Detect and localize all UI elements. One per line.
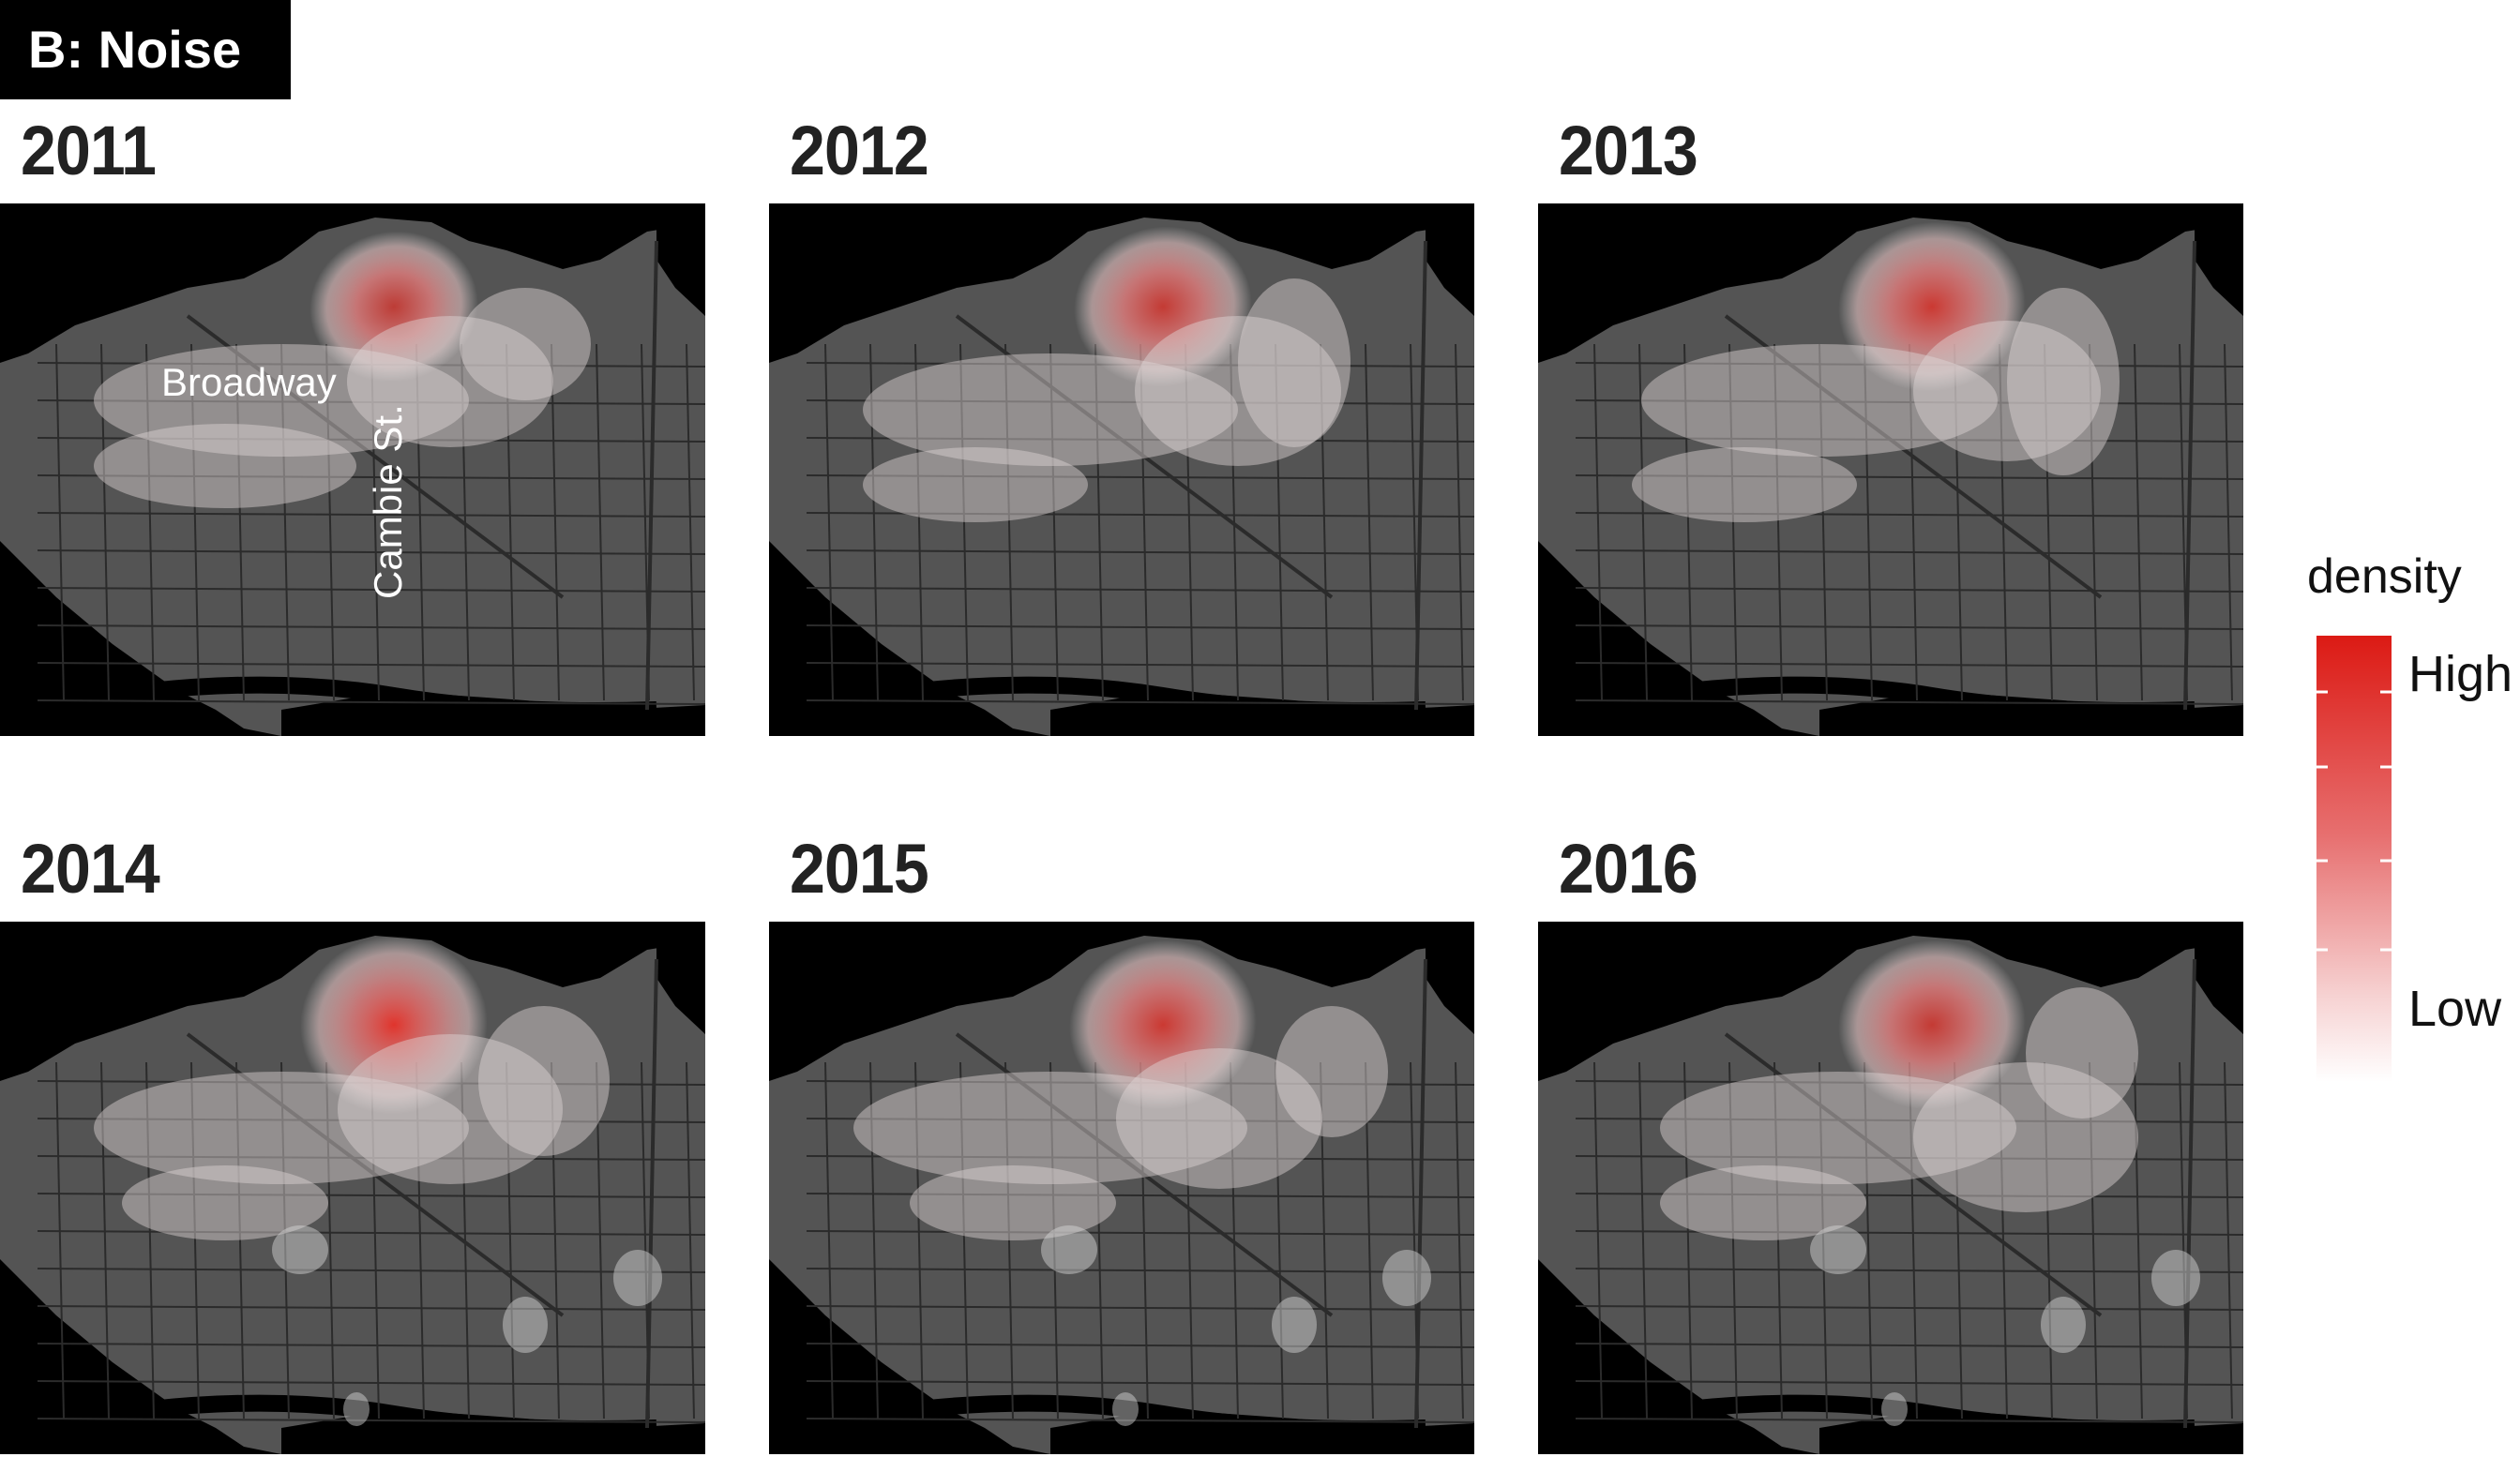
density-blob [2007, 288, 2120, 475]
density-blob [460, 288, 591, 400]
density-blob [347, 316, 553, 447]
density-map-2013 [1538, 203, 2243, 736]
density-blob [1116, 1048, 1322, 1189]
density-map-2012 [769, 203, 1474, 736]
density-blob [1632, 447, 1857, 522]
water-areas [0, 203, 705, 736]
density-blob [1641, 344, 1998, 457]
year-title-2014: 2014 [21, 830, 160, 908]
water-areas [769, 203, 1474, 736]
density-blob [94, 1072, 469, 1184]
density-blob [1913, 1062, 2138, 1212]
density-blob [478, 1006, 610, 1156]
density-blob [2026, 987, 2138, 1119]
density-blob [1382, 1250, 1431, 1306]
density-blob [1660, 1072, 2016, 1184]
density-blob [863, 353, 1238, 466]
density-blob [272, 1225, 328, 1274]
density-blob [1881, 1392, 1908, 1426]
density-blob [863, 447, 1088, 522]
density-blob [1838, 221, 2026, 392]
density-blobs [94, 935, 662, 1426]
density-blobs [1660, 939, 2200, 1426]
road-grid [1575, 958, 2243, 1429]
density-blob [1913, 321, 2101, 461]
density-blob [503, 1297, 548, 1353]
density-blob [309, 231, 478, 383]
density-blob [300, 935, 488, 1115]
year-title-2012: 2012 [790, 112, 929, 189]
road-grid [1575, 240, 2243, 711]
density-blob [1660, 1165, 1866, 1240]
density-blob [853, 1072, 1247, 1184]
density-blob [1272, 1297, 1317, 1353]
street-label-broadway: Broadway [161, 360, 337, 404]
density-blobs [94, 231, 591, 508]
density-blob [910, 1165, 1116, 1240]
water-areas [1538, 203, 2243, 736]
density-blob [2041, 1297, 2086, 1353]
road-grid [806, 958, 1474, 1429]
density-blob [1041, 1225, 1097, 1274]
road-grid [37, 958, 705, 1429]
density-blob [94, 344, 469, 457]
legend-high-label: High [2408, 646, 2513, 702]
legend-low-label: Low [2408, 981, 2502, 1037]
density-blob [613, 1250, 662, 1306]
street-label-cambie: Cambie St. [366, 404, 410, 599]
density-blob [338, 1034, 563, 1184]
year-title-2013: 2013 [1559, 112, 1698, 189]
legend-title: density [2307, 549, 2462, 604]
density-blob [343, 1392, 370, 1426]
density-blob [1238, 278, 1351, 447]
density-blobs [1632, 221, 2120, 522]
year-title-2011: 2011 [21, 112, 157, 189]
density-blob [1275, 1006, 1388, 1137]
density-blob [1135, 316, 1341, 466]
density-blob [1074, 226, 1252, 387]
year-title-2015: 2015 [790, 830, 929, 908]
year-title-2016: 2016 [1559, 830, 1698, 908]
density-blob [122, 1165, 328, 1240]
density-blob [1838, 939, 2026, 1110]
density-blob [1069, 939, 1257, 1110]
legend-colorbar [2316, 636, 2392, 1082]
density-map-2016 [1538, 922, 2243, 1454]
panel-label: B: Noise [0, 0, 291, 99]
density-map-2015 [769, 922, 1474, 1454]
density-map-2014 [0, 922, 705, 1454]
density-blob [1112, 1392, 1139, 1426]
density-blob [1810, 1225, 1866, 1274]
density-map-2011: Broadway Cambie St. [0, 203, 705, 736]
density-blob [94, 424, 356, 508]
road-grid [37, 240, 705, 711]
density-blobs [863, 226, 1351, 522]
density-blob [2151, 1250, 2200, 1306]
density-blobs [853, 939, 1431, 1426]
